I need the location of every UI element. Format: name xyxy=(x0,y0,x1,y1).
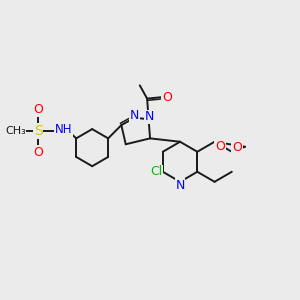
Text: N: N xyxy=(130,109,139,122)
Text: O: O xyxy=(232,141,242,154)
Text: O: O xyxy=(162,91,172,103)
Text: O: O xyxy=(33,103,43,116)
Text: N: N xyxy=(176,179,185,192)
Text: N: N xyxy=(145,110,154,123)
Text: S: S xyxy=(34,124,42,138)
Text: O: O xyxy=(215,140,225,153)
Text: NH: NH xyxy=(55,123,72,136)
Text: CH₃: CH₃ xyxy=(5,126,26,136)
Text: O: O xyxy=(33,146,43,159)
Text: Cl: Cl xyxy=(150,165,163,178)
